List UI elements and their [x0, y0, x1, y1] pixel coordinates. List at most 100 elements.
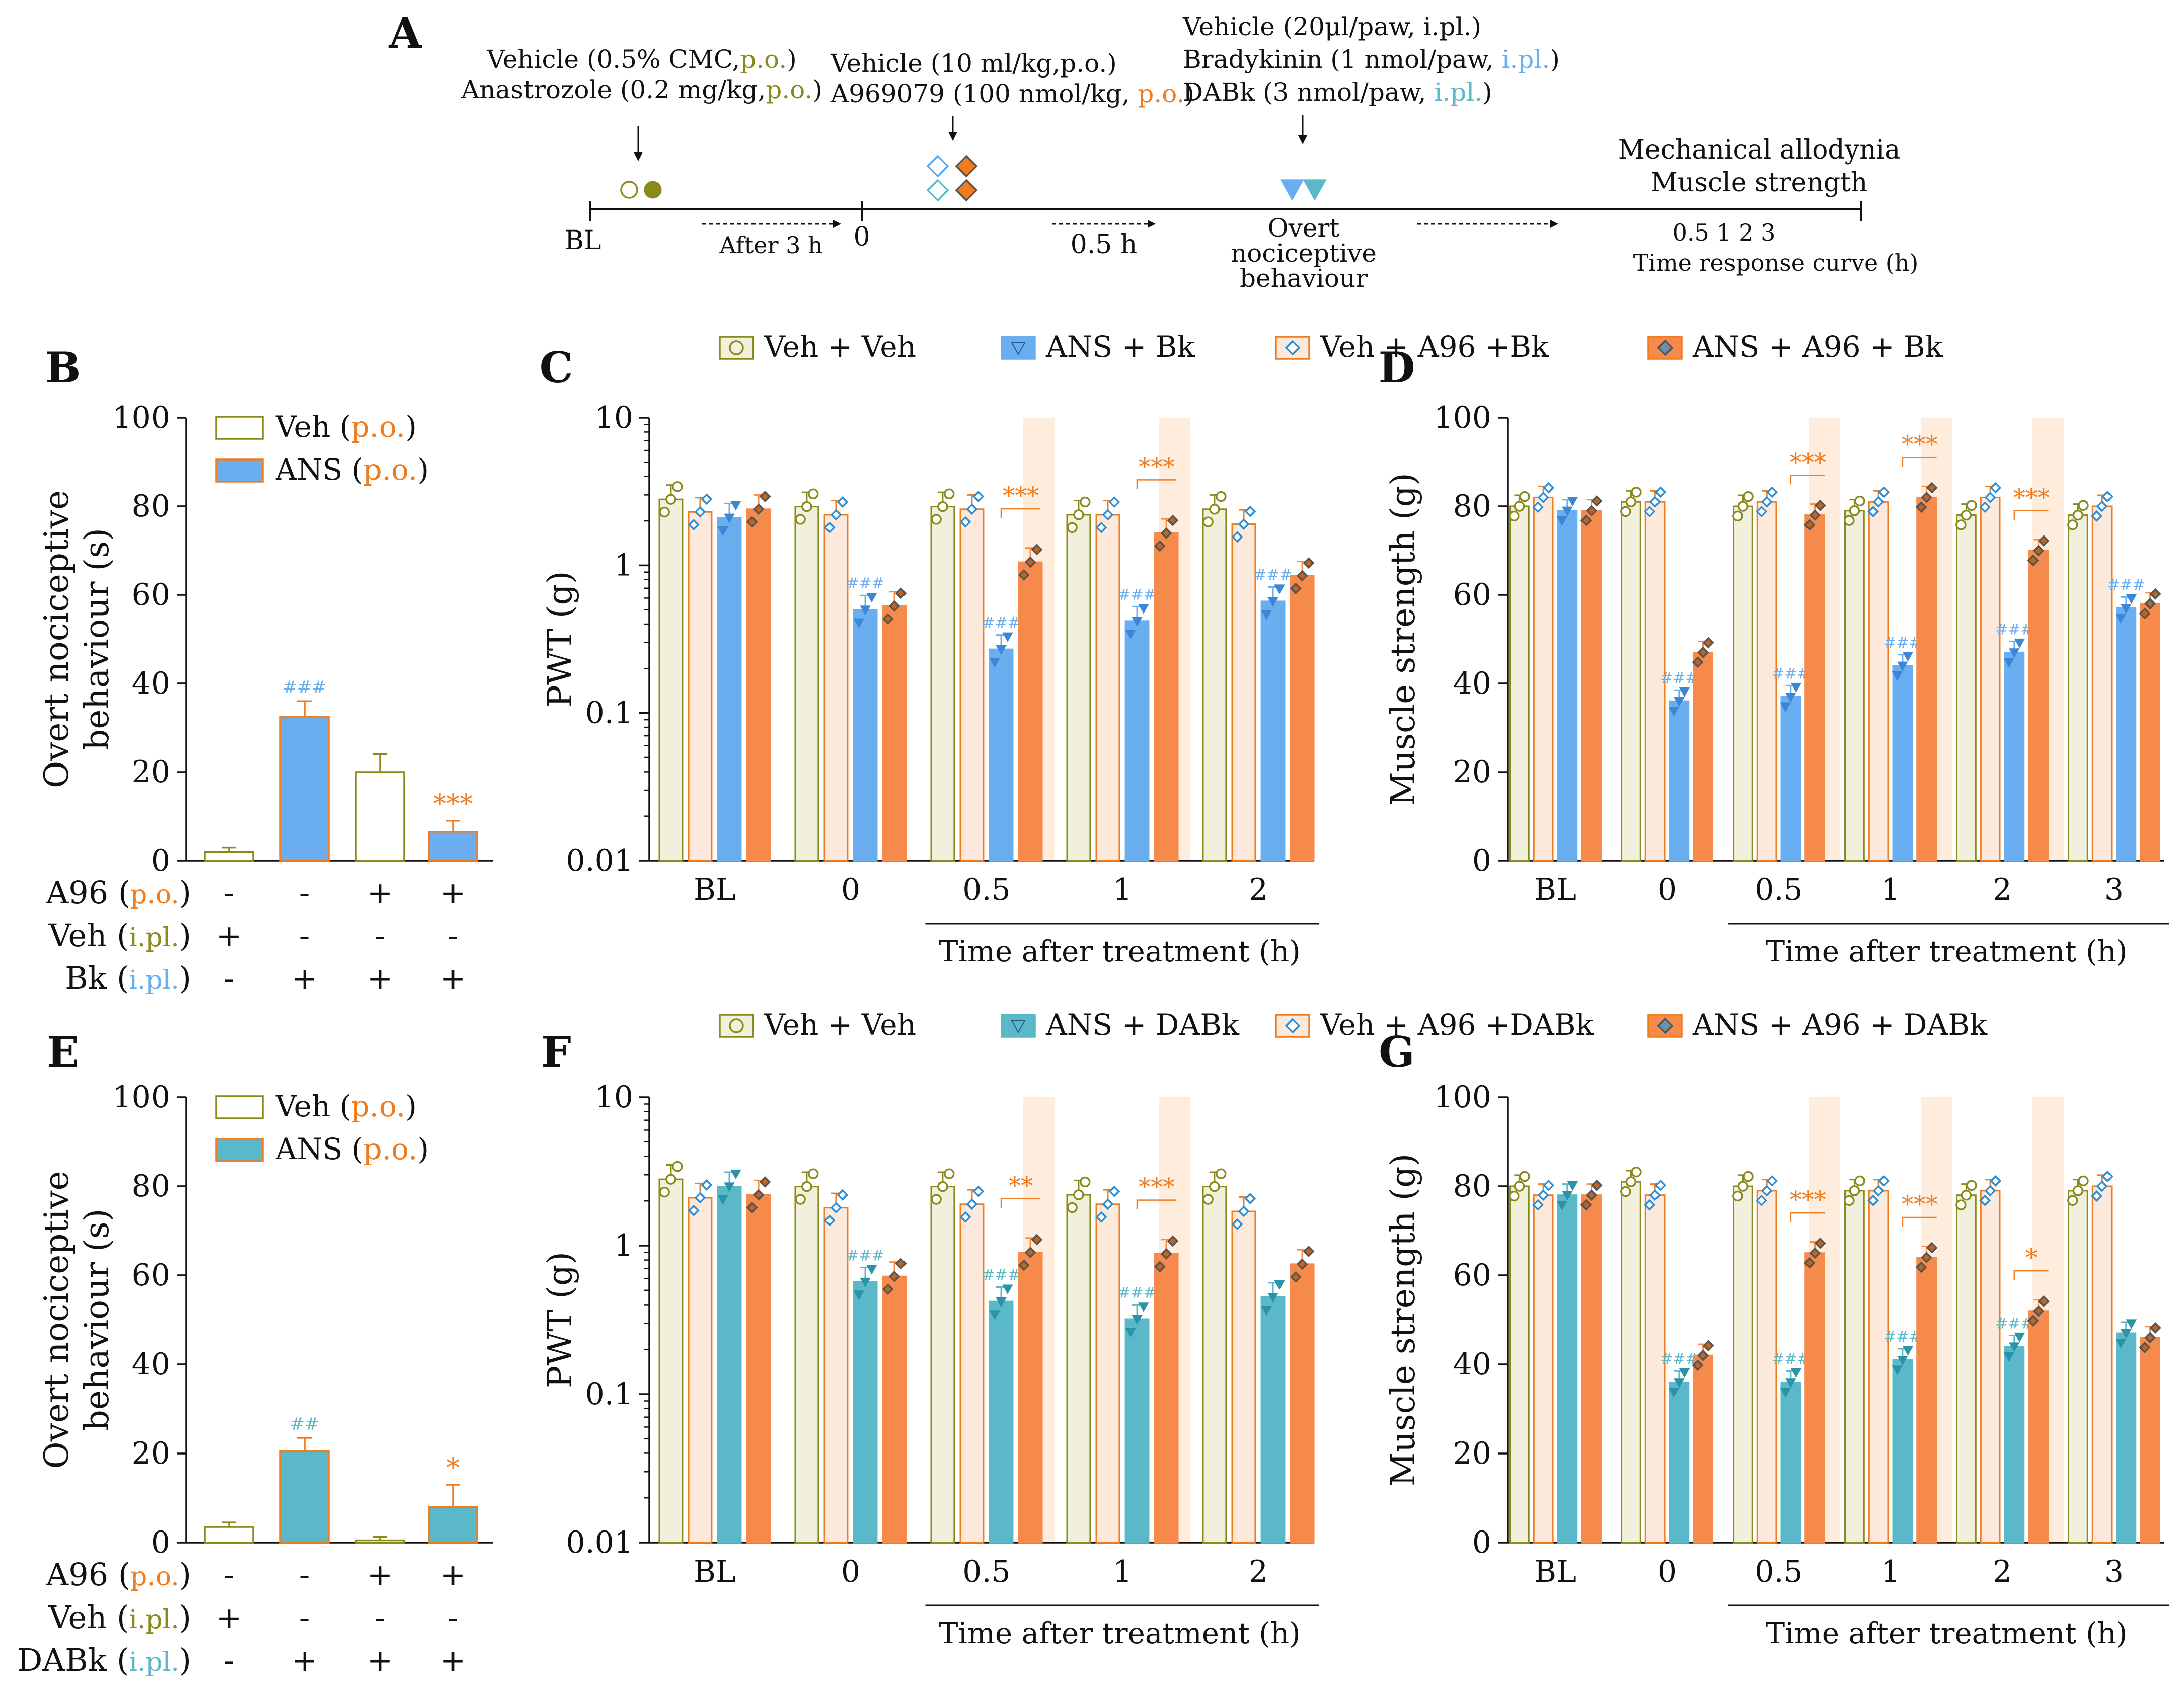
data-point	[2101, 491, 2114, 503]
data-point	[853, 618, 864, 629]
data-point	[830, 509, 842, 521]
panel-label-g: G	[1379, 1027, 1415, 1077]
data-point	[1761, 1185, 1773, 1197]
data-point	[752, 1189, 765, 1201]
bk-injection-marker	[1280, 179, 1304, 201]
ipl-treatment-line: DABk (3 nmol/paw, i.pl.)	[1183, 78, 1492, 107]
timeline-mech-label: Muscle strength	[1651, 168, 1868, 198]
data-point	[1125, 1328, 1136, 1338]
x-tick-label: 0	[841, 872, 860, 907]
hash-significance: ###	[1995, 621, 2033, 638]
table-row-label: Bk (i.pl.)	[65, 960, 191, 997]
legend-diamond-open-marker	[1285, 340, 1301, 356]
data-point	[1737, 501, 1749, 512]
bar	[717, 1186, 742, 1544]
data-point	[966, 503, 978, 515]
data-point	[659, 1186, 670, 1198]
chart-g-muscle-dabk: G 0 20 40 60 80 100 Muscle strength (g) BL ### 0 ##…	[1379, 1027, 2169, 1650]
data-point	[1580, 514, 1592, 526]
significance-bracket	[2013, 510, 2049, 520]
data-point	[1803, 519, 1816, 531]
timeline-mech-label: Mechanical allodynia	[1618, 135, 1900, 165]
bar	[882, 605, 907, 862]
dabk-injection-marker	[1303, 179, 1327, 201]
table-sign: -	[375, 1600, 385, 1636]
data-point	[2121, 604, 2132, 614]
bar	[1290, 575, 1315, 862]
bar	[658, 1178, 684, 1544]
data-point	[1921, 491, 1933, 503]
significance-bracket	[1790, 475, 1825, 485]
data-point	[1790, 1368, 1802, 1378]
data-point	[1814, 1237, 1826, 1249]
timeline-times-label: 0.5 1 2 3	[1673, 219, 1776, 246]
table-sign: -	[224, 1558, 234, 1593]
ipl-treatment-line-part-0: Vehicle (20μl/paw, i.pl.)	[1182, 12, 1481, 41]
x-tick-label: 0.5	[1755, 872, 1802, 907]
data-point	[837, 1189, 849, 1201]
data-point	[1984, 491, 1996, 503]
y-tick-label: 80	[132, 1169, 170, 1204]
bar	[1066, 1194, 1091, 1544]
legend-swatch	[215, 1138, 264, 1162]
data-point	[1766, 1175, 1778, 1187]
legend-swatch	[215, 416, 264, 440]
data-point	[944, 488, 955, 500]
bar	[1509, 1185, 1530, 1544]
bar	[989, 648, 1014, 862]
data-point	[2091, 510, 2103, 522]
data-point	[2067, 519, 2078, 530]
bar	[1202, 1186, 1227, 1544]
data-point	[1290, 1271, 1302, 1283]
y-axis-label: Muscle strength (g)	[1384, 1154, 1422, 1487]
x-tick-label: 1	[1113, 1554, 1132, 1589]
x-tick-label: 1	[1881, 872, 1900, 907]
significance-bracket	[1000, 1198, 1041, 1208]
arrow-down-head	[634, 152, 643, 161]
table-row-name: Bk (	[65, 960, 129, 997]
star-significance: ***	[1902, 1190, 1938, 1218]
data-point	[2149, 1322, 2161, 1334]
data-point	[1849, 505, 1860, 516]
data-point	[823, 521, 836, 533]
table-row-close: )	[179, 874, 191, 911]
data-point	[1018, 1259, 1030, 1271]
data-point	[694, 506, 706, 518]
data-point	[1867, 506, 1879, 518]
data-point	[860, 605, 871, 616]
bar	[1980, 1190, 2001, 1544]
table-sign: +	[367, 1558, 393, 1593]
bar	[1018, 561, 1043, 862]
bar	[853, 609, 878, 862]
data-point	[1809, 1247, 1821, 1259]
bar	[882, 1275, 907, 1544]
data-point	[746, 516, 758, 528]
y-axis-label: Muscle strength (g)	[1384, 473, 1422, 806]
table-row-close: )	[179, 1599, 191, 1636]
data-point	[1519, 1171, 1530, 1182]
legend-top: Veh + Veh ANS + Bk Veh + A96 +Bk ANS + A96 …	[719, 330, 1943, 364]
data-point	[1080, 1176, 1091, 1188]
legend-circle-marker	[729, 1018, 744, 1033]
data-point	[1814, 499, 1826, 511]
y-tick-label: 80	[1453, 1169, 1491, 1204]
data-point	[895, 1258, 907, 1270]
legend-label: Veh (p.o.)	[275, 1089, 417, 1123]
legend-label-text: ANS (	[275, 1132, 363, 1166]
data-point	[2027, 1315, 2039, 1327]
hash-significance: ###	[1118, 586, 1156, 603]
data-point	[1132, 1315, 1143, 1325]
table-sign: -	[224, 961, 234, 997]
bar	[1533, 1194, 1554, 1544]
data-point	[1732, 1190, 1743, 1202]
bar	[1669, 1381, 1690, 1544]
x-tick-label: BL	[694, 1554, 736, 1589]
data-point	[1067, 522, 1078, 533]
bar	[204, 851, 254, 862]
bar	[794, 506, 819, 862]
panel-label-b: B	[45, 343, 81, 393]
x-axis-label: Time after treatment (h)	[1765, 934, 2127, 968]
y-tick-label: 60	[1453, 1258, 1491, 1293]
data-point	[931, 514, 942, 525]
